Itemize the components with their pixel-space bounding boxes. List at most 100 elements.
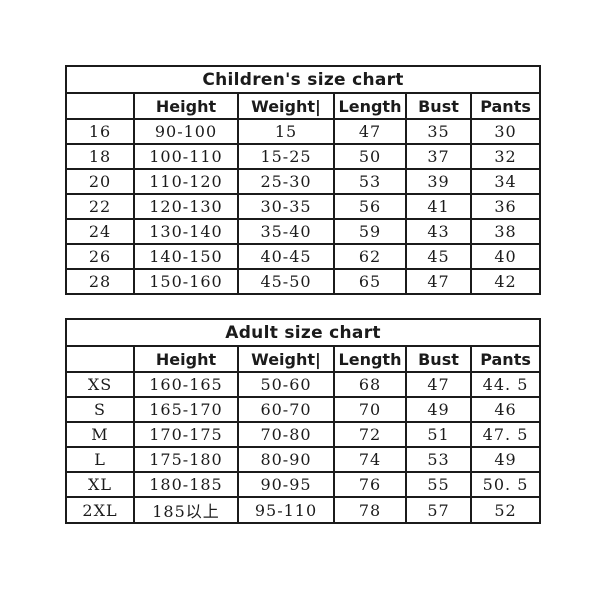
table-title: Adult size chart	[64, 318, 542, 347]
value-cell: 45	[405, 243, 472, 270]
value-cell: 53	[405, 446, 472, 473]
value-cell: 47. 5	[469, 421, 542, 448]
value-cell: 100-110	[133, 143, 239, 170]
table-title: Children's size chart	[64, 65, 542, 94]
value-cell: 60-70	[237, 396, 335, 423]
value-cell: 180-185	[133, 471, 239, 498]
table-title-row: Children's size chart	[64, 65, 542, 94]
size-label-cell: 26	[65, 243, 135, 270]
value-cell: 50	[333, 143, 407, 170]
value-cell: 49	[469, 446, 542, 473]
value-cell: 52	[469, 496, 542, 524]
size-label-cell: 18	[65, 143, 135, 170]
value-cell: 34	[469, 168, 542, 195]
size-label-cell: M	[65, 421, 135, 448]
value-cell: 62	[333, 243, 407, 270]
value-cell: 37	[405, 143, 472, 170]
size-label-cell: XL	[65, 471, 135, 498]
value-cell: 78	[333, 496, 407, 524]
column-header: Length	[333, 345, 407, 373]
value-cell: 38	[469, 218, 542, 245]
size-label-cell: 16	[65, 118, 135, 145]
value-cell: 15-25	[237, 143, 335, 170]
size-label-cell: 28	[65, 268, 135, 295]
column-header: Height	[133, 92, 239, 120]
column-header: Height	[133, 345, 239, 373]
table-row: XS 160-165 50-60 68 47 44. 5	[65, 371, 542, 398]
value-cell: 120-130	[133, 193, 239, 220]
value-cell: 130-140	[133, 218, 239, 245]
column-header: Bust	[405, 92, 472, 120]
table-row: 24 130-140 35-40 59 43 38	[65, 218, 542, 245]
value-cell: 46	[469, 396, 542, 423]
value-cell: 150-160	[133, 268, 239, 295]
value-cell: 90-100	[133, 118, 239, 145]
size-label-cell: 20	[65, 168, 135, 195]
value-cell: 44. 5	[469, 371, 542, 398]
value-cell: 47	[333, 118, 407, 145]
value-cell: 185以上	[133, 496, 239, 524]
value-cell: 50. 5	[469, 471, 542, 498]
table-row: S 165-170 60-70 70 49 46	[65, 396, 542, 423]
value-cell: 165-170	[133, 396, 239, 423]
value-cell: 65	[333, 268, 407, 295]
value-cell: 72	[333, 421, 407, 448]
value-cell: 30	[469, 118, 542, 145]
value-cell: 43	[405, 218, 472, 245]
table-row: M 170-175 70-80 72 51 47. 5	[65, 421, 542, 448]
value-cell: 57	[405, 496, 472, 524]
value-cell: 110-120	[133, 168, 239, 195]
size-column-header	[65, 345, 135, 373]
value-cell: 15	[237, 118, 335, 145]
value-cell: 80-90	[237, 446, 335, 473]
table-row: 18 100-110 15-25 50 37 32	[65, 143, 542, 170]
column-header: Weight|	[237, 92, 335, 120]
value-cell: 50-60	[237, 371, 335, 398]
value-cell: 175-180	[133, 446, 239, 473]
column-header: Weight|	[237, 345, 335, 373]
size-label-cell: 2XL	[65, 496, 135, 524]
size-label-cell: L	[65, 446, 135, 473]
value-cell: 170-175	[133, 421, 239, 448]
value-cell: 76	[333, 471, 407, 498]
value-cell: 25-30	[237, 168, 335, 195]
column-header: Length	[333, 92, 407, 120]
value-cell: 160-165	[133, 371, 239, 398]
value-cell: 95-110	[237, 496, 335, 524]
table-row: 26 140-150 40-45 62 45 40	[65, 243, 542, 270]
value-cell: 42	[469, 268, 542, 295]
value-cell: 35	[405, 118, 472, 145]
value-cell: 68	[333, 371, 407, 398]
value-cell: 70-80	[237, 421, 335, 448]
column-header: Bust	[405, 345, 472, 373]
children-size-table: Children's size chart Height Weight| Length…	[64, 65, 542, 295]
table-row: XL 180-185 90-95 76 55 50. 5	[65, 471, 542, 498]
table-row: 20 110-120 25-30 53 39 34	[65, 168, 542, 195]
column-header: Pants	[469, 345, 542, 373]
value-cell: 47	[405, 268, 472, 295]
value-cell: 35-40	[237, 218, 335, 245]
size-label-cell: 22	[65, 193, 135, 220]
table-row: 2XL 185以上 95-110 78 57 52	[65, 496, 542, 524]
size-column-header	[65, 92, 135, 120]
value-cell: 56	[333, 193, 407, 220]
value-cell: 40-45	[237, 243, 335, 270]
value-cell: 41	[405, 193, 472, 220]
column-header: Pants	[469, 92, 542, 120]
adult-size-table: Adult size chart Height Weight| Length Bust P…	[64, 318, 542, 524]
size-label-cell: S	[65, 396, 135, 423]
table-row: 22 120-130 30-35 56 41 36	[65, 193, 542, 220]
size-label-cell: 24	[65, 218, 135, 245]
value-cell: 90-95	[237, 471, 335, 498]
value-cell: 74	[333, 446, 407, 473]
value-cell: 40	[469, 243, 542, 270]
value-cell: 51	[405, 421, 472, 448]
value-cell: 47	[405, 371, 472, 398]
value-cell: 36	[469, 193, 542, 220]
value-cell: 45-50	[237, 268, 335, 295]
column-header-row: Height Weight| Length Bust Pants	[65, 345, 542, 373]
value-cell: 39	[405, 168, 472, 195]
table-row: L 175-180 80-90 74 53 49	[65, 446, 542, 473]
value-cell: 49	[405, 396, 472, 423]
